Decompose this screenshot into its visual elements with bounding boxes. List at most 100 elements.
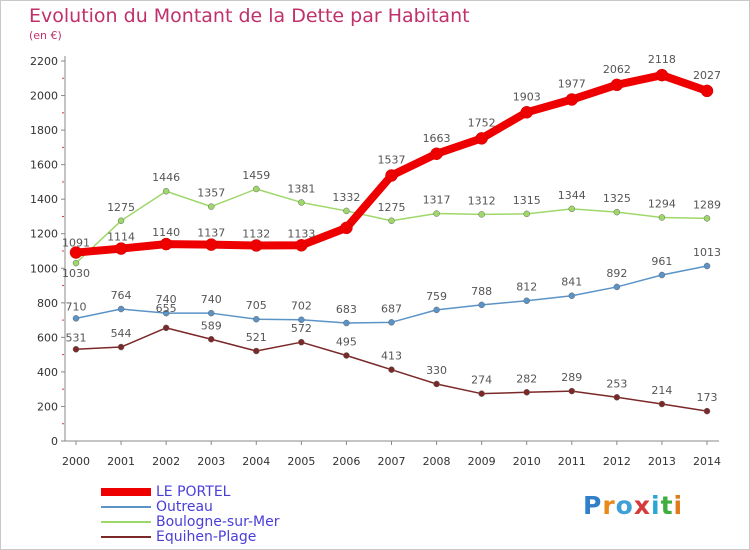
data-point (207, 336, 215, 343)
y-tick-label: 200 (37, 400, 58, 413)
data-label: 1137 (197, 227, 225, 240)
data-label: 330 (426, 364, 447, 377)
data-point (117, 305, 125, 313)
data-point (343, 319, 350, 327)
data-point (613, 208, 621, 216)
data-label: 495 (336, 336, 357, 349)
data-point (478, 301, 485, 309)
data-label: 1977 (558, 78, 586, 91)
data-label: 1312 (468, 194, 496, 207)
data-point (658, 400, 666, 408)
data-point (295, 239, 308, 252)
y-tick-label: 1800 (30, 124, 58, 137)
data-label: 764 (111, 289, 132, 302)
chart-subtitle: (en €) (29, 29, 62, 42)
data-point (523, 210, 530, 218)
data-point (253, 347, 260, 355)
data-point (298, 316, 305, 323)
data-point (703, 215, 711, 222)
data-point (388, 217, 395, 225)
data-point (433, 210, 440, 217)
data-point (658, 271, 666, 279)
legend-item: Equihen-Plage (101, 529, 341, 545)
x-tick-label: 2009 (468, 455, 496, 468)
data-point (250, 239, 263, 252)
data-label: 1663 (423, 132, 451, 145)
data-point (613, 394, 621, 401)
x-tick-label: 2013 (648, 455, 676, 468)
data-point (69, 246, 83, 259)
legend-item: Boulogne-sur-Mer (101, 514, 341, 530)
line-chart: 0 200 400 600 800 1000 1200 1400 1600 1800 2000 220… (30, 53, 721, 468)
data-label: 1275 (107, 201, 135, 214)
data-point (523, 297, 530, 304)
data-point (613, 283, 621, 291)
data-point (568, 205, 576, 213)
y-tick-label: 2000 (30, 90, 58, 103)
x-tick-label: 2008 (423, 455, 451, 468)
data-label: 1091 (62, 237, 90, 250)
x-tick-label: 2012 (603, 455, 631, 468)
data-label: 1294 (648, 197, 676, 210)
x-tick-label: 2002 (152, 455, 180, 468)
data-point (72, 346, 80, 353)
y-tick-label: 1600 (30, 159, 58, 172)
y-tick-label: 400 (37, 366, 58, 379)
x-tick-label: 2000 (62, 455, 90, 468)
data-label: 892 (606, 267, 627, 280)
data-label: 544 (111, 327, 132, 340)
data-point (433, 380, 440, 388)
data-label: 2118 (648, 53, 676, 66)
x-tick-label: 2010 (513, 455, 541, 468)
data-label: 788 (471, 285, 492, 298)
x-tick-label: 2011 (558, 455, 586, 468)
data-point (343, 207, 350, 215)
y-tick-label: 800 (37, 297, 58, 310)
x-tick-label: 2014 (693, 455, 721, 468)
proxiti-logo: Proxiti (583, 491, 684, 520)
data-point (162, 187, 170, 195)
data-point (430, 147, 443, 161)
data-point (475, 132, 488, 145)
data-point (162, 324, 170, 332)
data-label: 1344 (558, 189, 586, 202)
data-label: 687 (381, 302, 402, 315)
data-label: 572 (291, 322, 312, 335)
chart-title: Evolution du Montant de la Dette par Hab… (29, 5, 470, 27)
data-label: 655 (156, 302, 177, 315)
x-tick-label: 2001 (107, 455, 135, 468)
data-point (298, 338, 305, 346)
data-label: 2062 (603, 63, 631, 76)
data-label: 683 (336, 303, 357, 316)
x-tick-label: 2007 (378, 455, 406, 468)
x-tick-label: 2003 (197, 455, 225, 468)
data-label: 1114 (107, 231, 135, 244)
legend-swatch (101, 521, 151, 523)
legend-swatch (101, 536, 151, 538)
data-label: 1332 (332, 191, 360, 204)
data-label: 289 (561, 371, 582, 384)
data-point (72, 315, 80, 322)
data-point (253, 315, 260, 323)
data-point (72, 259, 80, 267)
data-label: 274 (471, 374, 492, 387)
data-label: 1317 (423, 194, 451, 207)
data-label: 1030 (62, 267, 90, 280)
data-point (520, 106, 533, 119)
legend-item: Outreau (101, 499, 341, 515)
legend-label: LE PORTEL (156, 484, 231, 500)
y-tick-label: 0 (51, 435, 58, 448)
data-point (340, 221, 353, 235)
data-label: 282 (516, 372, 537, 385)
data-point (159, 237, 173, 251)
y-tick-label: 2200 (30, 55, 58, 68)
data-label: 589 (201, 319, 222, 332)
data-label: 1315 (513, 194, 541, 207)
data-label: 710 (66, 300, 87, 313)
x-tick-label: 2006 (332, 455, 360, 468)
data-label: 1013 (693, 246, 721, 259)
data-point (703, 407, 711, 415)
data-point (207, 309, 215, 317)
data-label: 253 (606, 377, 627, 390)
